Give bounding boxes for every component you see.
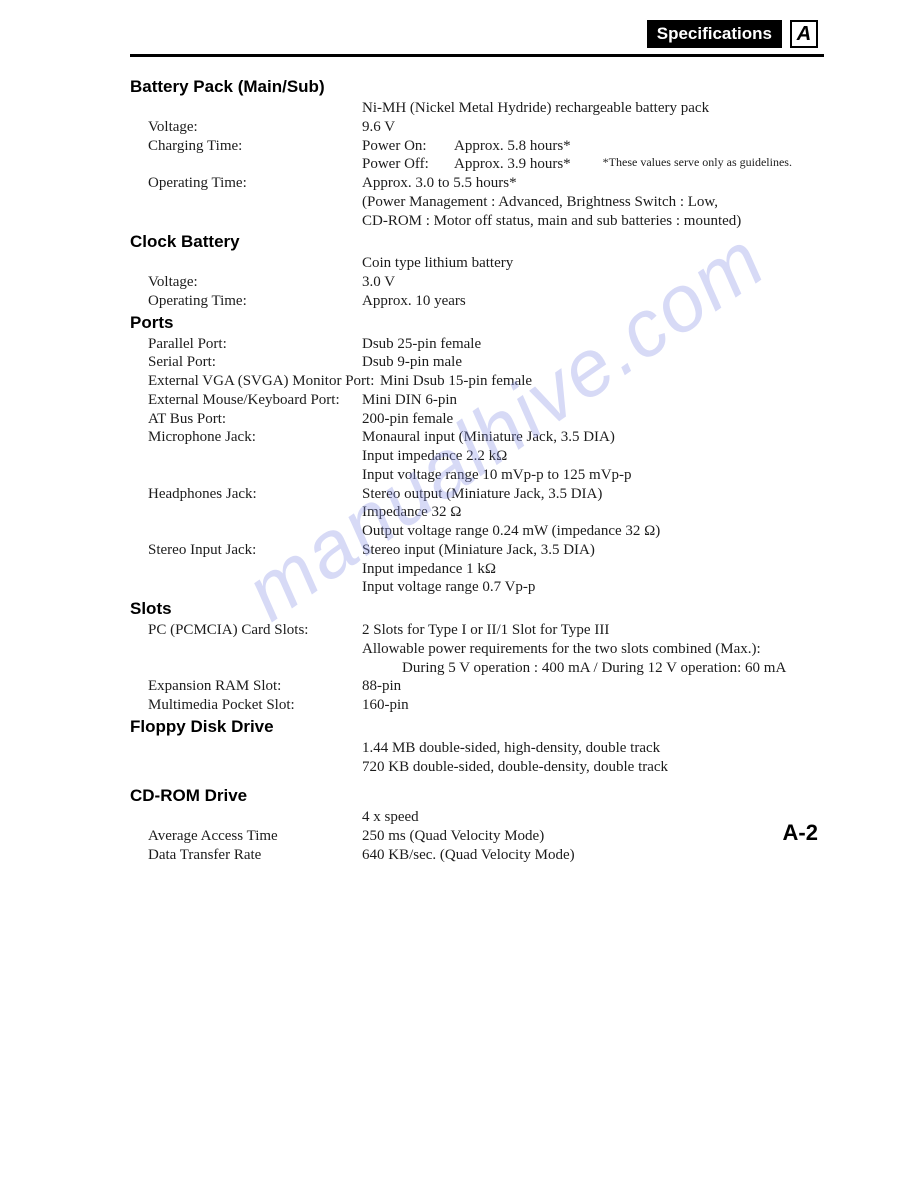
value-stereo-in-3: Input voltage range 0.7 Vp-p — [362, 578, 818, 597]
value-power-on: Approx. 5.8 hours* — [454, 137, 571, 156]
value-power-off: Approx. 3.9 hours* — [454, 155, 571, 174]
label-vga-port: External VGA (SVGA) Monitor Port: — [130, 372, 380, 391]
value-voltage: 9.6 V — [362, 118, 818, 137]
value-operating-note2: CD-ROM : Motor off status, main and sub … — [362, 212, 818, 231]
value-mm-slot: 160-pin — [362, 696, 818, 715]
value-mic-jack-1: Monaural input (Miniature Jack, 3.5 DIA) — [362, 428, 818, 447]
page: manualhive.com Specifications A Battery … — [0, 0, 918, 1188]
content-floppy: 1.44 MB double-sided, high-density, doub… — [130, 739, 818, 777]
value-clock-voltage: 3.0 V — [362, 273, 818, 292]
value-stereo-in-2: Input impedance 1 kΩ — [362, 560, 818, 579]
header-row: Specifications A — [110, 20, 818, 48]
value-battery-type: Ni-MH (Nickel Metal Hydride) rechargeabl… — [362, 99, 818, 118]
heading-battery-pack: Battery Pack (Main/Sub) — [130, 77, 818, 97]
content-clock-battery: Coin type lithium battery Voltage: 3.0 V… — [130, 254, 818, 310]
value-ram-slot: 88-pin — [362, 677, 818, 696]
heading-cdrom: CD-ROM Drive — [130, 786, 818, 806]
label-headphones-jack: Headphones Jack: — [130, 485, 362, 504]
label-mouse-port: External Mouse/Keyboard Port: — [130, 391, 362, 410]
content-slots: PC (PCMCIA) Card Slots: 2 Slots for Type… — [130, 621, 818, 715]
label-voltage: Voltage: — [130, 118, 362, 137]
value-cdrom-speed: 4 x speed — [362, 808, 818, 827]
label-mm-slot: Multimedia Pocket Slot: — [130, 696, 362, 715]
label-power-on: Power On: — [362, 137, 440, 156]
value-headphones-3: Output voltage range 0.24 mW (impedance … — [362, 522, 818, 541]
value-atbus-port: 200-pin female — [362, 410, 818, 429]
value-charging-on: Power On: Approx. 5.8 hours* — [362, 137, 818, 156]
value-mouse-port: Mini DIN 6-pin — [362, 391, 818, 410]
horizontal-rule — [130, 54, 824, 57]
value-operating-note1: (Power Management : Advanced, Brightness… — [362, 193, 818, 212]
value-parallel-port: Dsub 25-pin female — [362, 335, 818, 354]
value-charging-off: Power Off: Approx. 3.9 hours* *These val… — [362, 155, 818, 174]
label-clock-voltage: Voltage: — [130, 273, 362, 292]
value-mic-jack-3: Input voltage range 10 mVp-p to 125 mVp-… — [362, 466, 818, 485]
heading-clock-battery: Clock Battery — [130, 232, 818, 252]
label-parallel-port: Parallel Port: — [130, 335, 362, 354]
value-access-time: 250 ms (Quad Velocity Mode) — [362, 827, 818, 846]
heading-floppy: Floppy Disk Drive — [130, 717, 818, 737]
label-ram-slot: Expansion RAM Slot: — [130, 677, 362, 696]
value-transfer-rate: 640 KB/sec. (Quad Velocity Mode) — [362, 846, 818, 865]
footnote-guidelines: *These values serve only as guidelines. — [603, 155, 792, 174]
value-clock-type: Coin type lithium battery — [362, 254, 818, 273]
label-stereo-in-jack: Stereo Input Jack: — [130, 541, 362, 560]
specifications-badge: Specifications — [647, 20, 782, 48]
value-operating-time: Approx. 3.0 to 5.5 hours* — [362, 174, 818, 193]
label-atbus-port: AT Bus Port: — [130, 410, 362, 429]
content-cdrom: 4 x speed Average Access Time 250 ms (Qu… — [130, 808, 818, 864]
value-floppy-1: 1.44 MB double-sided, high-density, doub… — [362, 739, 818, 758]
value-headphones-2: Impedance 32 Ω — [362, 503, 818, 522]
label-serial-port: Serial Port: — [130, 353, 362, 372]
value-stereo-in-1: Stereo input (Miniature Jack, 3.5 DIA) — [362, 541, 818, 560]
label-mic-jack: Microphone Jack: — [130, 428, 362, 447]
content-ports: Parallel Port: Dsub 25-pin female Serial… — [130, 335, 818, 598]
value-clock-operating: Approx. 10 years — [362, 292, 818, 311]
heading-ports: Ports — [130, 313, 818, 333]
label-operating-time: Operating Time: — [130, 174, 362, 193]
value-pcmcia-1: 2 Slots for Type I or II/1 Slot for Type… — [362, 621, 818, 640]
label-transfer-rate: Data Transfer Rate — [130, 846, 362, 865]
label-clock-operating: Operating Time: — [130, 292, 362, 311]
value-mic-jack-2: Input impedance 2.2 kΩ — [362, 447, 818, 466]
value-pcmcia-3: During 5 V operation : 400 mA / During 1… — [362, 659, 818, 678]
page-number: A-2 — [783, 820, 818, 846]
value-headphones-1: Stereo output (Miniature Jack, 3.5 DIA) — [362, 485, 818, 504]
label-pcmcia-slots: PC (PCMCIA) Card Slots: — [130, 621, 362, 640]
value-serial-port: Dsub 9-pin male — [362, 353, 818, 372]
label-access-time: Average Access Time — [130, 827, 362, 846]
appendix-letter-box: A — [790, 20, 818, 48]
value-pcmcia-2: Allowable power requirements for the two… — [362, 640, 818, 659]
heading-slots: Slots — [130, 599, 818, 619]
value-floppy-2: 720 KB double-sided, double-density, dou… — [362, 758, 818, 777]
label-charging-time: Charging Time: — [130, 137, 362, 156]
content-battery-pack: Ni-MH (Nickel Metal Hydride) rechargeabl… — [130, 99, 818, 230]
value-vga-port: Mini Dsub 15-pin female — [380, 372, 818, 391]
label-power-off: Power Off: — [362, 155, 440, 174]
